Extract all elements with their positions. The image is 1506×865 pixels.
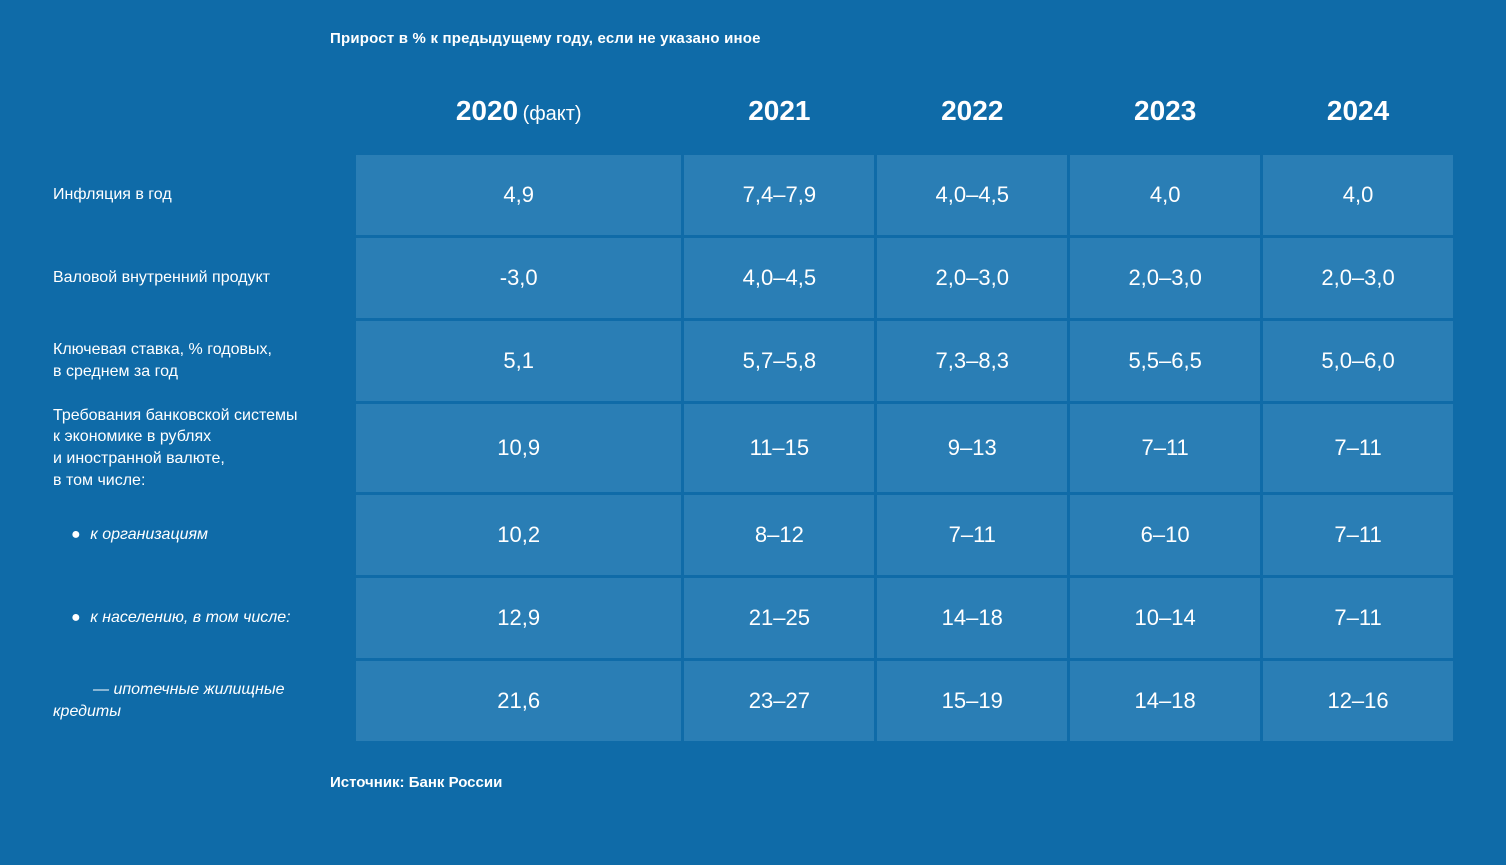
cell-value: 5,7–5,8 bbox=[684, 321, 874, 401]
col-year: 2023 bbox=[1134, 95, 1196, 126]
forecast-table: 2020 (факт) 2021 2022 2023 2024 bbox=[50, 92, 1456, 744]
header-row: 2020 (факт) 2021 2022 2023 2024 bbox=[53, 95, 1453, 152]
cell-value: 7,3–8,3 bbox=[877, 321, 1067, 401]
col-year: 2022 bbox=[941, 95, 1003, 126]
row-label: Валовой внутренний продукт bbox=[53, 238, 353, 318]
cell-value: 12–16 bbox=[1263, 661, 1453, 741]
cell-value: 5,0–6,0 bbox=[1263, 321, 1453, 401]
cell-value: 10–14 bbox=[1070, 578, 1260, 658]
table-row: Инфляция в год4,97,4–7,94,0–4,54,04,0 bbox=[53, 155, 1453, 235]
cell-value: 5,5–6,5 bbox=[1070, 321, 1260, 401]
cell-value: 5,1 bbox=[356, 321, 681, 401]
cell-value: 10,2 bbox=[356, 495, 681, 575]
col-year: 2020 bbox=[456, 95, 518, 126]
cell-value: 7–11 bbox=[1070, 404, 1260, 492]
cell-value: 8–12 bbox=[684, 495, 874, 575]
table-row: Валовой внутренний продукт-3,04,0–4,52,0… bbox=[53, 238, 1453, 318]
col-header-0: 2020 (факт) bbox=[356, 95, 681, 152]
table-row: Требования банковской системык экономике… bbox=[53, 404, 1453, 492]
header-blank bbox=[53, 95, 353, 152]
cell-value: 23–27 bbox=[684, 661, 874, 741]
col-header-1: 2021 bbox=[684, 95, 874, 152]
row-label: Инфляция в год bbox=[53, 155, 353, 235]
cell-value: 7–11 bbox=[877, 495, 1067, 575]
cell-value: 6–10 bbox=[1070, 495, 1260, 575]
cell-value: 7–11 bbox=[1263, 578, 1453, 658]
cell-value: 10,9 bbox=[356, 404, 681, 492]
cell-value: 7–11 bbox=[1263, 404, 1453, 492]
cell-value: 9–13 bbox=[877, 404, 1067, 492]
row-label: ●к населению, в том числе: bbox=[53, 578, 353, 658]
row-label: — ипотечные жилищныекредиты bbox=[53, 661, 353, 741]
cell-value: 15–19 bbox=[877, 661, 1067, 741]
cell-value: 7–11 bbox=[1263, 495, 1453, 575]
cell-value: 2,0–3,0 bbox=[877, 238, 1067, 318]
cell-value: 21–25 bbox=[684, 578, 874, 658]
col-year: 2024 bbox=[1327, 95, 1389, 126]
table-row: — ипотечные жилищныекредиты21,623–2715–1… bbox=[53, 661, 1453, 741]
subtitle: Прирост в % к предыдущему году, если не … bbox=[330, 30, 1456, 47]
row-label: Требования банковской системык экономике… bbox=[53, 404, 353, 492]
row-label: ●к организациям bbox=[53, 495, 353, 575]
cell-value: 2,0–3,0 bbox=[1070, 238, 1260, 318]
cell-value: 4,0 bbox=[1070, 155, 1260, 235]
col-header-4: 2024 bbox=[1263, 95, 1453, 152]
table-row: ●к организациям10,28–127–116–107–11 bbox=[53, 495, 1453, 575]
cell-value: 14–18 bbox=[877, 578, 1067, 658]
cell-value: 11–15 bbox=[684, 404, 874, 492]
col-year: 2021 bbox=[748, 95, 810, 126]
col-header-2: 2022 bbox=[877, 95, 1067, 152]
col-note: (факт) bbox=[523, 103, 582, 125]
cell-value: -3,0 bbox=[356, 238, 681, 318]
row-label: Ключевая ставка, % годовых,в среднем за … bbox=[53, 321, 353, 401]
table-row: ●к населению, в том числе:12,921–2514–18… bbox=[53, 578, 1453, 658]
source-line: Источник: Банк России bbox=[330, 774, 1456, 791]
cell-value: 4,0–4,5 bbox=[684, 238, 874, 318]
cell-value: 21,6 bbox=[356, 661, 681, 741]
cell-value: 2,0–3,0 bbox=[1263, 238, 1453, 318]
cell-value: 14–18 bbox=[1070, 661, 1260, 741]
cell-value: 4,0 bbox=[1263, 155, 1453, 235]
cell-value: 7,4–7,9 bbox=[684, 155, 874, 235]
col-header-3: 2023 bbox=[1070, 95, 1260, 152]
cell-value: 12,9 bbox=[356, 578, 681, 658]
cell-value: 4,9 bbox=[356, 155, 681, 235]
table-row: Ключевая ставка, % годовых,в среднем за … bbox=[53, 321, 1453, 401]
cell-value: 4,0–4,5 bbox=[877, 155, 1067, 235]
